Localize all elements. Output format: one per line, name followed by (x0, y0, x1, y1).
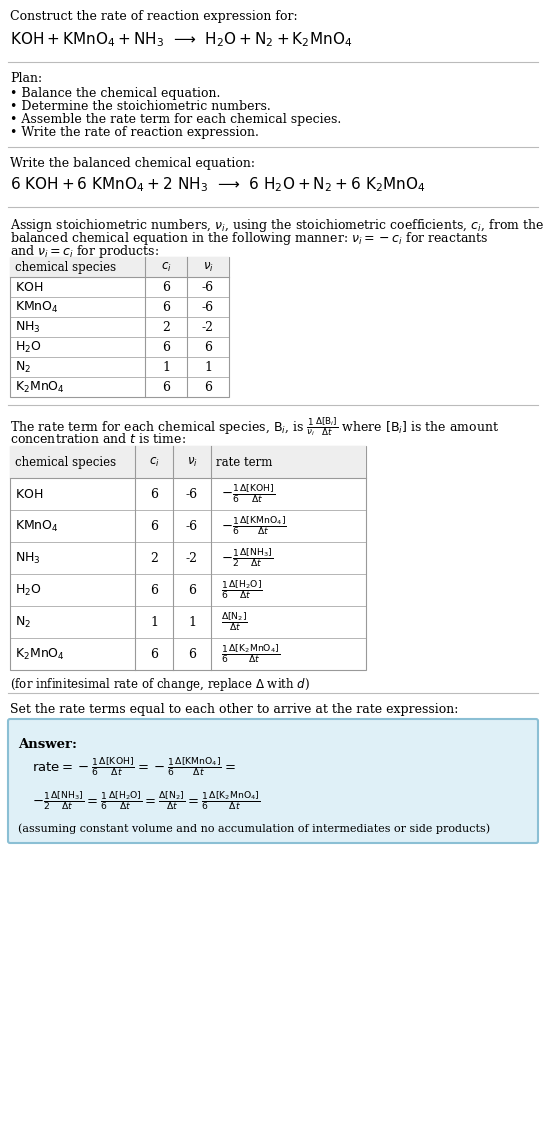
Text: $\mathregular{H_2O}$: $\mathregular{H_2O}$ (15, 339, 41, 355)
Text: $\mathregular{KOH}$: $\mathregular{KOH}$ (15, 487, 43, 501)
Text: Set the rate terms equal to each other to arrive at the rate expression:: Set the rate terms equal to each other t… (10, 703, 459, 716)
Text: 6: 6 (162, 340, 170, 354)
Bar (10, 257, 229, 277)
Text: chemical species: chemical species (15, 261, 116, 273)
Text: $c_i$: $c_i$ (161, 261, 171, 273)
Text: • Write the rate of reaction expression.: • Write the rate of reaction expression. (10, 126, 259, 139)
Text: (for infinitesimal rate of change, replace $\Delta$ with $d$): (for infinitesimal rate of change, repla… (10, 676, 310, 693)
Text: $-\frac{1}{2}\frac{\Delta[\mathregular{NH_3}]}{\Delta t} = \frac{1}{6}\frac{\Del: $-\frac{1}{2}\frac{\Delta[\mathregular{N… (32, 790, 260, 813)
Text: The rate term for each chemical species, $\mathrm{B}_i$, is $\frac{1}{\nu_i}\fra: The rate term for each chemical species,… (10, 415, 499, 438)
Text: $c_i$: $c_i$ (149, 455, 159, 469)
FancyBboxPatch shape (8, 719, 538, 843)
Text: $\mathregular{KOH + KMnO_4 + NH_3}$  ⟶  $\mathregular{H_2O + N_2 + K_2MnO_4}$: $\mathregular{KOH + KMnO_4 + NH_3}$ ⟶ $\… (10, 30, 352, 49)
Text: $\mathregular{K_2MnO_4}$: $\mathregular{K_2MnO_4}$ (15, 379, 65, 395)
Text: $\mathregular{N_2}$: $\mathregular{N_2}$ (15, 615, 31, 629)
Text: 6: 6 (162, 280, 170, 294)
Text: rate term: rate term (216, 455, 272, 469)
Text: Answer:: Answer: (18, 739, 77, 751)
Text: and $\nu_i = c_i$ for products:: and $\nu_i = c_i$ for products: (10, 244, 159, 259)
Text: chemical species: chemical species (15, 455, 116, 469)
Text: 1: 1 (188, 616, 196, 628)
Text: $\mathregular{6\ KOH + 6\ KMnO_4 + 2\ NH_3}$  ⟶  $\mathregular{6\ H_2O + N_2 + 6: $\mathregular{6\ KOH + 6\ KMnO_4 + 2\ NH… (10, 175, 425, 193)
Text: $\frac{1}{6}\frac{\Delta[\mathregular{H_2O}]}{\Delta t}$: $\frac{1}{6}\frac{\Delta[\mathregular{H_… (221, 578, 263, 602)
Text: $\mathregular{NH_3}$: $\mathregular{NH_3}$ (15, 551, 41, 566)
Text: 6: 6 (188, 648, 196, 660)
Text: -6: -6 (186, 520, 198, 533)
Text: • Determine the stoichiometric numbers.: • Determine the stoichiometric numbers. (10, 100, 271, 113)
Text: -6: -6 (202, 280, 214, 294)
Text: 6: 6 (188, 584, 196, 596)
Text: (assuming constant volume and no accumulation of intermediates or side products): (assuming constant volume and no accumul… (18, 824, 490, 834)
Text: • Balance the chemical equation.: • Balance the chemical equation. (10, 86, 221, 100)
Text: 1: 1 (162, 361, 170, 373)
Text: -2: -2 (202, 321, 214, 333)
Text: -6: -6 (186, 487, 198, 501)
Text: $\frac{\Delta[\mathregular{N_2}]}{\Delta t}$: $\frac{\Delta[\mathregular{N_2}]}{\Delta… (221, 611, 248, 634)
Text: 6: 6 (150, 648, 158, 660)
Text: -2: -2 (186, 552, 198, 564)
Text: -6: -6 (202, 300, 214, 313)
Text: 2: 2 (162, 321, 170, 333)
Text: $\nu_i$: $\nu_i$ (187, 455, 198, 469)
Text: $\frac{1}{6}\frac{\Delta[\mathregular{K_2MnO_4}]}{\Delta t}$: $\frac{1}{6}\frac{\Delta[\mathregular{K_… (221, 643, 280, 666)
Text: concentration and $t$ is time:: concentration and $t$ is time: (10, 432, 186, 446)
Text: 6: 6 (204, 340, 212, 354)
Text: $\mathregular{K_2MnO_4}$: $\mathregular{K_2MnO_4}$ (15, 646, 65, 661)
Bar (10, 257, 229, 397)
Text: 6: 6 (150, 520, 158, 533)
Text: Write the balanced chemical equation:: Write the balanced chemical equation: (10, 157, 255, 170)
Bar (10, 446, 366, 478)
Text: $\mathregular{H_2O}$: $\mathregular{H_2O}$ (15, 583, 41, 597)
Bar (10, 446, 366, 670)
Text: $-\frac{1}{2}\frac{\Delta[\mathregular{NH_3}]}{\Delta t}$: $-\frac{1}{2}\frac{\Delta[\mathregular{N… (221, 546, 274, 569)
Text: 6: 6 (162, 380, 170, 394)
Text: $-\frac{1}{6}\frac{\Delta[\mathregular{KMnO_4}]}{\Delta t}$: $-\frac{1}{6}\frac{\Delta[\mathregular{K… (221, 514, 287, 537)
Text: $\mathregular{KOH}$: $\mathregular{KOH}$ (15, 280, 43, 294)
Text: balanced chemical equation in the following manner: $\nu_i = -c_i$ for reactants: balanced chemical equation in the follow… (10, 230, 489, 247)
Text: 6: 6 (162, 300, 170, 313)
Text: Construct the rate of reaction expression for:: Construct the rate of reaction expressio… (10, 10, 298, 23)
Text: 1: 1 (150, 616, 158, 628)
Text: Assign stoichiometric numbers, $\nu_i$, using the stoichiometric coefficients, $: Assign stoichiometric numbers, $\nu_i$, … (10, 217, 544, 234)
Text: Plan:: Plan: (10, 72, 42, 85)
Text: $-\frac{1}{6}\frac{\Delta[\mathregular{KOH}]}{\Delta t}$: $-\frac{1}{6}\frac{\Delta[\mathregular{K… (221, 483, 276, 505)
Text: 1: 1 (204, 361, 212, 373)
Text: $\mathregular{KMnO_4}$: $\mathregular{KMnO_4}$ (15, 519, 59, 534)
Text: $\mathregular{KMnO_4}$: $\mathregular{KMnO_4}$ (15, 299, 59, 314)
Text: • Assemble the rate term for each chemical species.: • Assemble the rate term for each chemic… (10, 113, 341, 126)
Text: $\mathregular{N_2}$: $\mathregular{N_2}$ (15, 360, 31, 374)
Text: $\nu_i$: $\nu_i$ (203, 261, 213, 273)
Text: 6: 6 (150, 487, 158, 501)
Text: $\mathrm{rate} = -\frac{1}{6}\frac{\Delta[\mathregular{KOH}]}{\Delta t} = -\frac: $\mathrm{rate} = -\frac{1}{6}\frac{\Delt… (32, 756, 236, 778)
Text: 6: 6 (150, 584, 158, 596)
Text: 2: 2 (150, 552, 158, 564)
Text: $\mathregular{NH_3}$: $\mathregular{NH_3}$ (15, 320, 41, 335)
Text: 6: 6 (204, 380, 212, 394)
